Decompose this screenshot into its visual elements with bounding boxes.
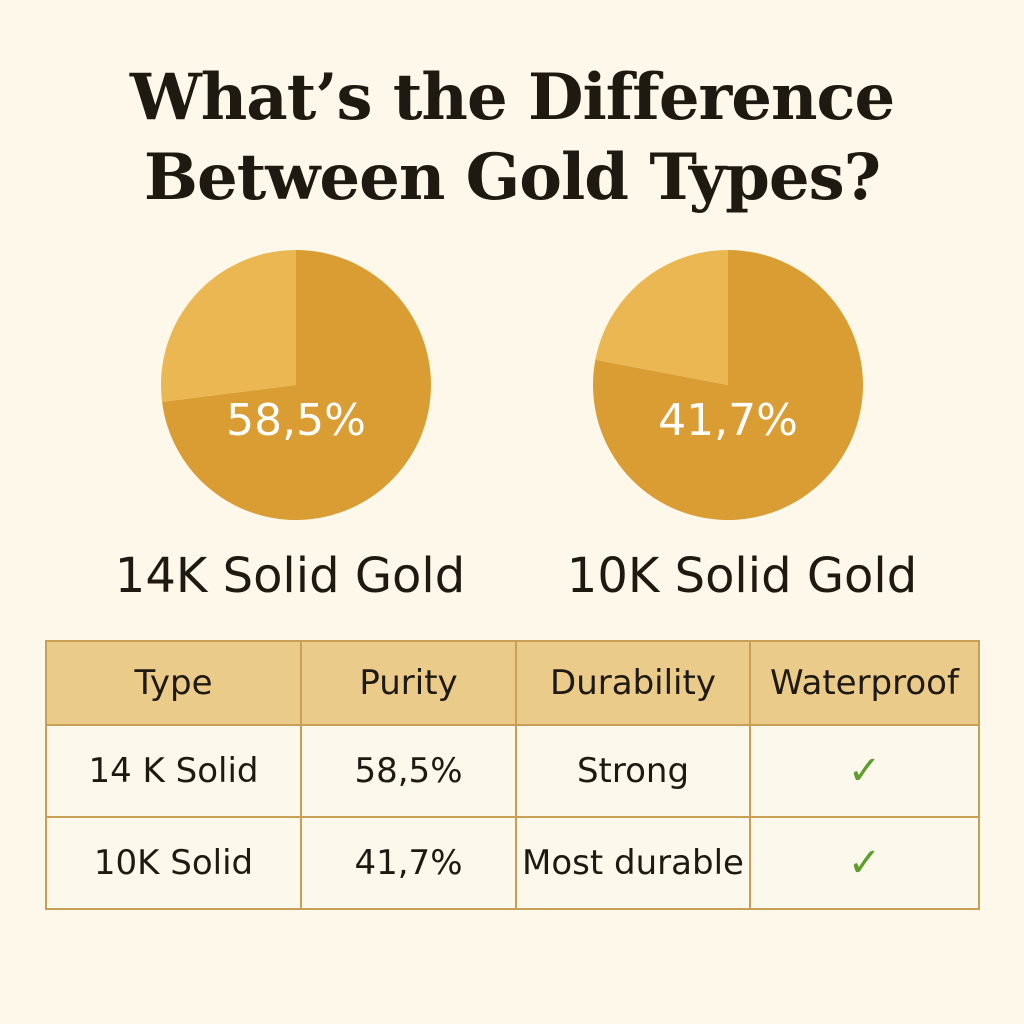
table-row: 10K Solid 41,7% Most durable ✓ [45,816,980,910]
table-row: 14 K Solid 58,5% Strong ✓ [45,724,980,818]
cell-type: 14 K Solid [45,724,302,818]
pie-slice-1 [595,250,728,385]
caption-14k: 14K Solid Gold [114,548,466,604]
cell-type: 10K Solid [45,816,302,910]
title-line-1: What’s the Difference [129,60,895,135]
caption-10k: 10K Solid Gold [566,548,918,604]
title-line-2: Between Gold Types? [143,140,881,215]
check-icon: ✓ [749,816,980,910]
table-header-row: Type Purity Durability Waterproof [45,640,980,726]
check-icon: ✓ [749,724,980,818]
header-waterproof: Waterproof [749,640,980,726]
pie-slice-0 [593,249,863,520]
cell-durability: Strong [515,724,751,818]
header-durability: Durability [515,640,751,726]
header-type: Type [45,640,302,726]
page-title: What’s the Difference Between Gold Types… [0,58,1024,218]
header-purity: Purity [300,640,517,726]
cell-purity: 41,7% [300,816,517,910]
pie-label: 41,7% [658,395,798,446]
pie-label: 58,5% [226,395,366,446]
pie-slice-0 [162,250,431,520]
pie-chart-14k: 58,5% [156,245,436,525]
pie-chart-10k: 41,7% [588,245,868,525]
cell-purity: 58,5% [300,724,517,818]
cell-durability: Most durable [515,816,751,910]
comparison-table: Type Purity Durability Waterproof 14 K S… [45,640,980,910]
pie-slice-1 [161,250,296,402]
